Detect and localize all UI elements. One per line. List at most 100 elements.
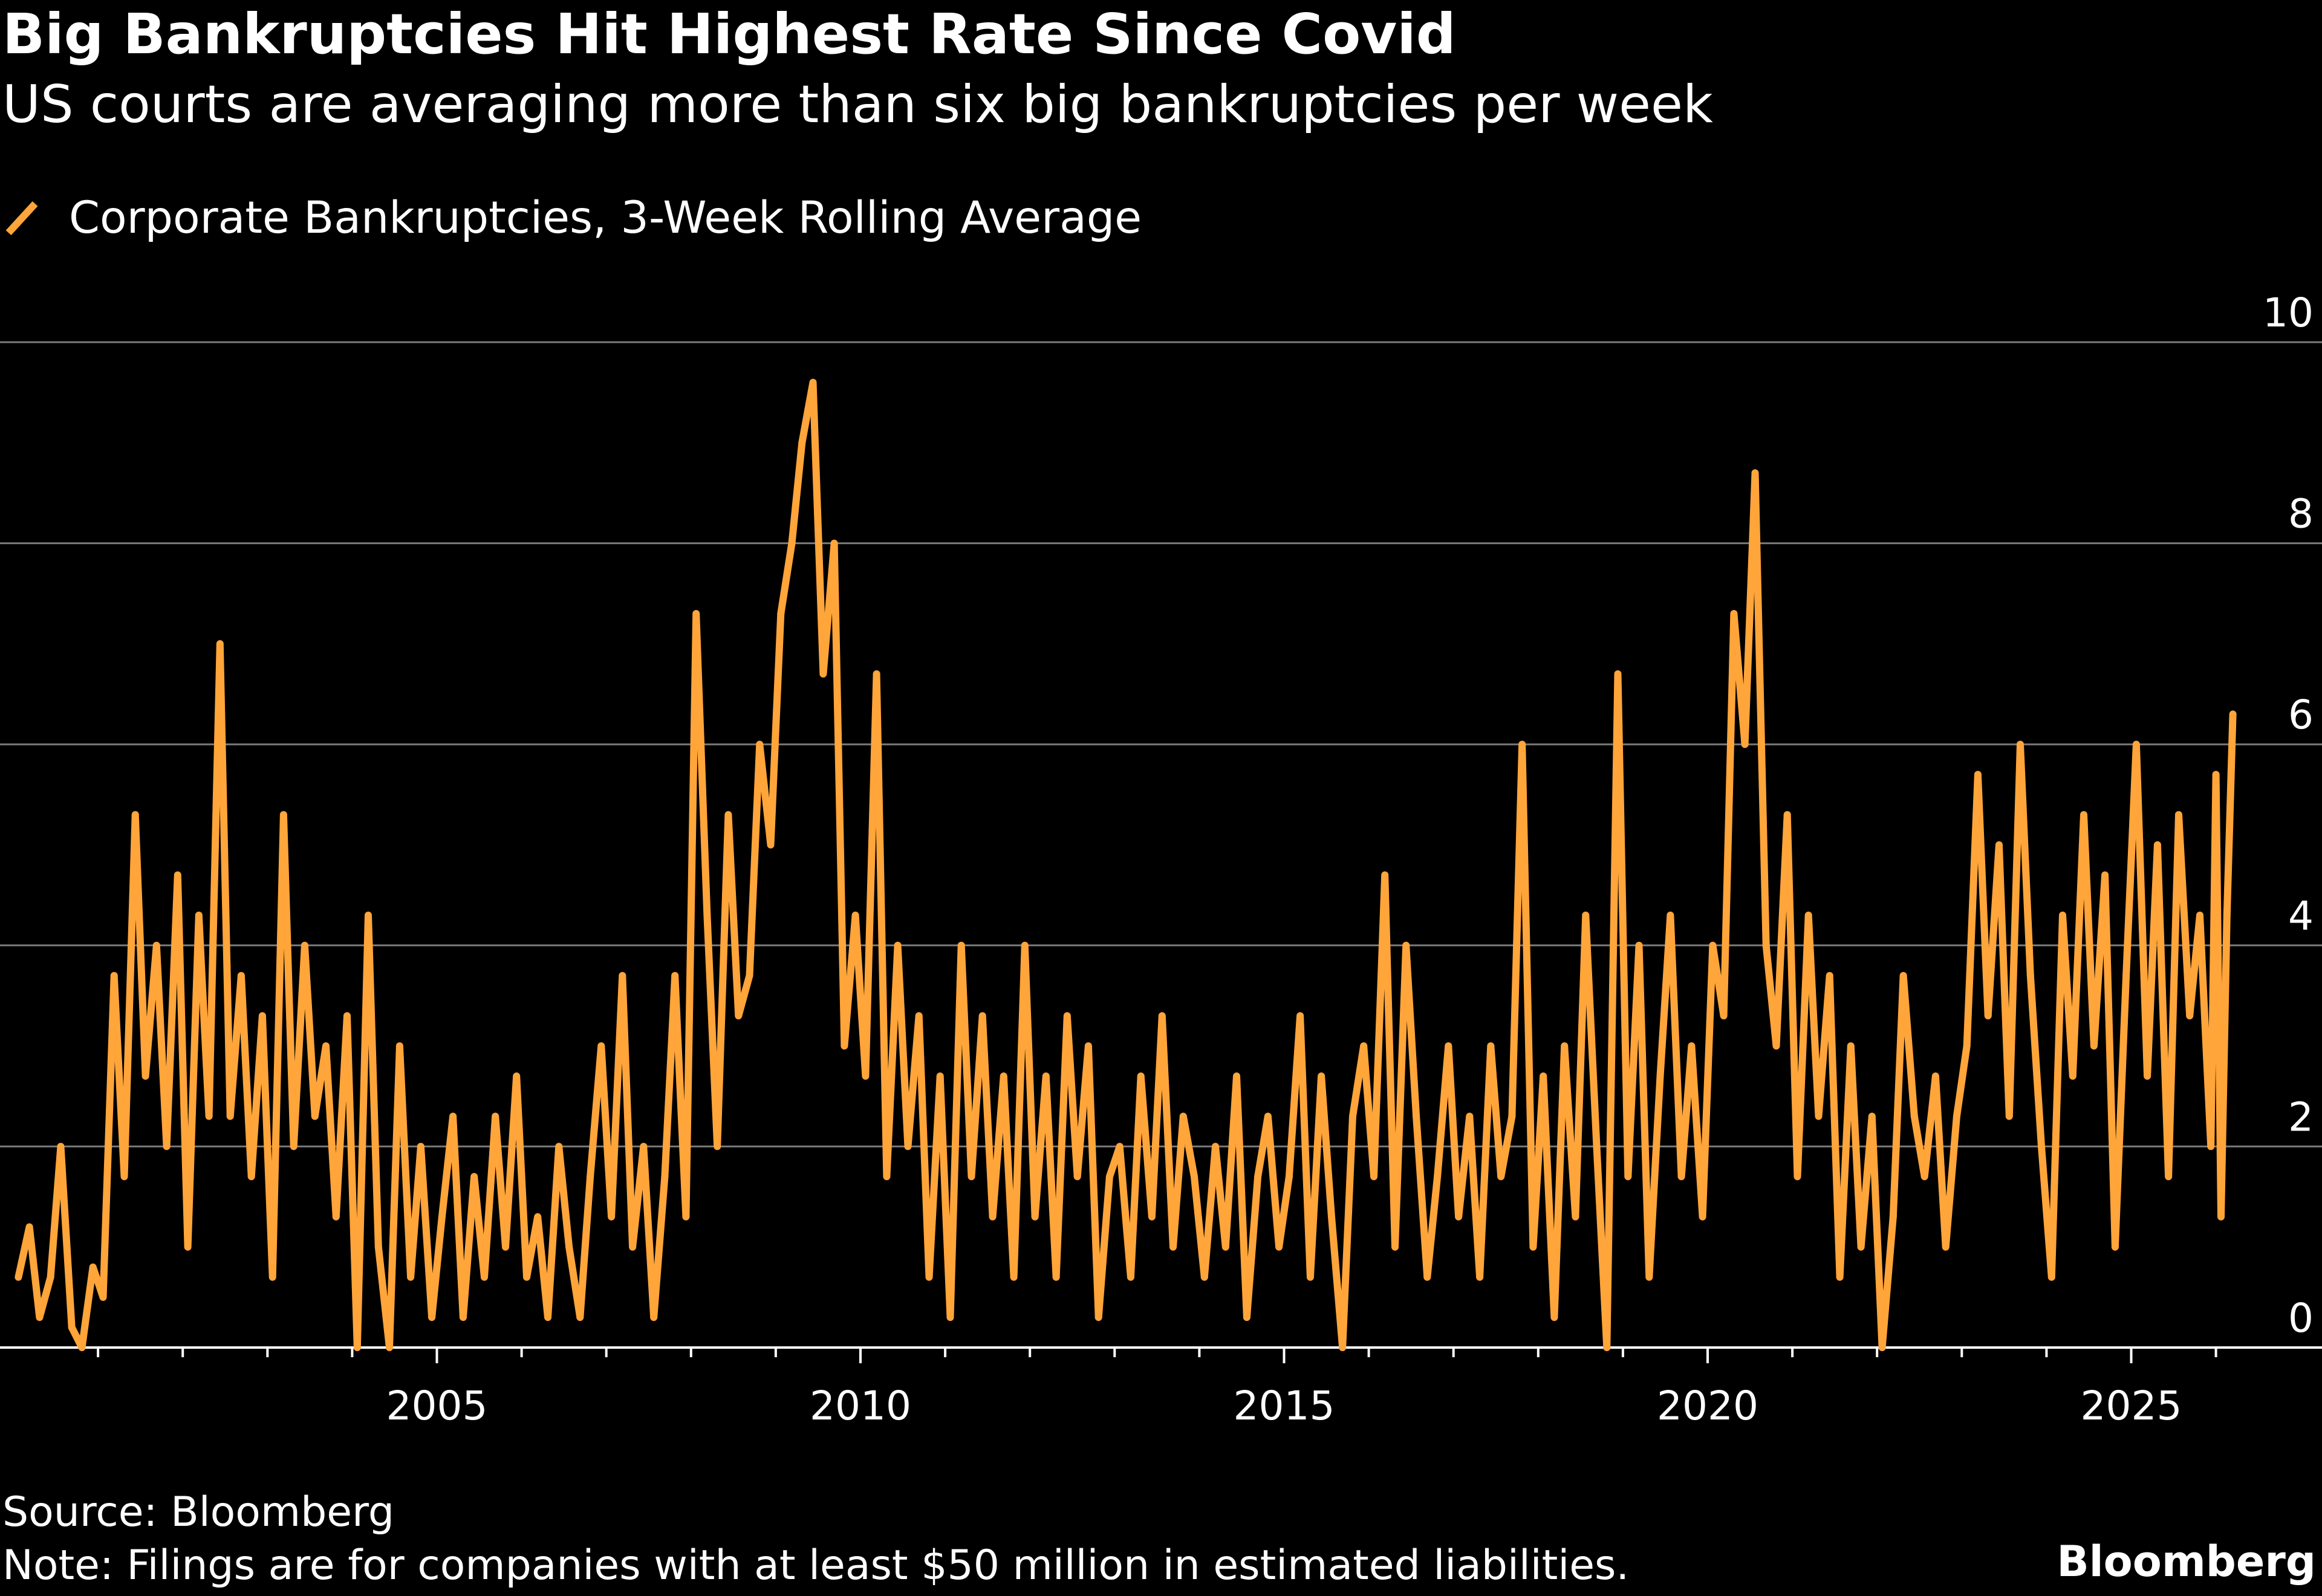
data-point (1339, 1344, 1347, 1351)
data-point (343, 1012, 351, 1020)
data-point (1582, 911, 1590, 919)
data-point (36, 1314, 44, 1322)
data-point (1667, 911, 1674, 919)
data-point (25, 1223, 33, 1231)
data-point (2037, 1143, 2045, 1150)
data-point (513, 1072, 521, 1080)
y-tick-label: 4 (2288, 893, 2314, 939)
data-point (915, 1012, 923, 1020)
data-point (1116, 1143, 1124, 1150)
data-point (629, 1243, 637, 1251)
data-point (1127, 1273, 1134, 1281)
data-point (374, 1243, 382, 1251)
data-point (788, 539, 796, 547)
data-point (1677, 1173, 1685, 1181)
data-point (1434, 1173, 1442, 1181)
data-point (968, 1173, 975, 1181)
data-point (1000, 1072, 1007, 1080)
data-point (1815, 1112, 1823, 1120)
data-point (1391, 1243, 1399, 1251)
data-point (1402, 941, 1410, 949)
data-point (1974, 771, 1982, 779)
data-point (1296, 1012, 1304, 1020)
data-point (2174, 811, 2182, 819)
data-point (1010, 1273, 1018, 1281)
data-point (226, 1112, 234, 1120)
x-tick-label: 2010 (810, 1383, 911, 1429)
data-point (1709, 941, 1717, 949)
y-tick-label: 8 (2288, 491, 2314, 537)
data-point (216, 640, 224, 647)
data-point (1148, 1213, 1156, 1221)
data-point (1603, 1344, 1611, 1351)
data-point (2165, 1173, 2173, 1181)
data-point (978, 1012, 986, 1020)
x-tick-label: 2020 (1657, 1383, 1758, 1429)
data-point (1762, 941, 1770, 949)
bloomberg-logo: Bloomberg (2057, 1537, 2316, 1586)
data-point (1497, 1173, 1505, 1181)
data-point (1656, 1072, 1664, 1080)
data-point (608, 1213, 616, 1221)
data-point (1381, 871, 1389, 879)
data-point (576, 1314, 584, 1322)
data-point (523, 1273, 531, 1281)
data-point (1243, 1314, 1250, 1322)
data-point (1094, 1314, 1102, 1322)
data-point (989, 1213, 997, 1221)
data-point (268, 1273, 276, 1281)
data-point (1783, 811, 1791, 819)
data-point (841, 1042, 848, 1050)
data-point (1105, 1173, 1113, 1181)
data-point (163, 1143, 171, 1150)
data-point (417, 1143, 424, 1150)
data-point (640, 1143, 648, 1150)
data-point (2186, 1012, 2194, 1020)
data-point (2132, 741, 2140, 748)
data-point (141, 1072, 149, 1080)
data-point (120, 1173, 128, 1181)
data-point (555, 1143, 563, 1150)
data-point (1804, 911, 1812, 919)
data-point (1963, 1042, 1971, 1050)
data-point (492, 1112, 499, 1120)
data-point (1931, 1072, 1939, 1080)
data-point (1635, 941, 1643, 949)
data-point (1794, 1173, 1801, 1181)
data-point (237, 972, 245, 979)
data-point (1285, 1173, 1293, 1181)
data-point (110, 972, 118, 979)
data-point (1953, 1112, 1960, 1120)
data-point (756, 741, 764, 748)
data-point (1487, 1042, 1495, 1050)
data-point (1073, 1173, 1081, 1181)
data-point (2223, 911, 2231, 919)
data-point (661, 1173, 669, 1181)
data-point (332, 1213, 340, 1221)
data-point (2111, 1243, 2119, 1251)
data-point (1751, 469, 1759, 477)
data-point (830, 539, 838, 547)
legend-line-icon (5, 201, 38, 235)
data-point (957, 941, 965, 949)
footnote: Note: Filings are for companies with at … (2, 1542, 1630, 1589)
data-point (1550, 1314, 1558, 1322)
data-point (2196, 911, 2203, 919)
data-point (1370, 1173, 1378, 1181)
data-point (2026, 972, 2034, 979)
data-point (1306, 1273, 1314, 1281)
data-point (1264, 1112, 1272, 1120)
y-tick-label: 6 (2288, 692, 2314, 738)
data-point (1212, 1143, 1220, 1150)
data-point (1540, 1072, 1547, 1080)
data-point (1021, 941, 1029, 949)
data-point (809, 378, 817, 386)
data-point (1031, 1213, 1039, 1221)
data-point (1920, 1173, 1928, 1181)
data-point (131, 811, 139, 819)
data-point (322, 1042, 330, 1050)
data-point (2047, 1273, 2055, 1281)
data-point (1561, 1042, 1569, 1050)
data-point (1318, 1072, 1325, 1080)
data-point (1042, 1072, 1050, 1080)
